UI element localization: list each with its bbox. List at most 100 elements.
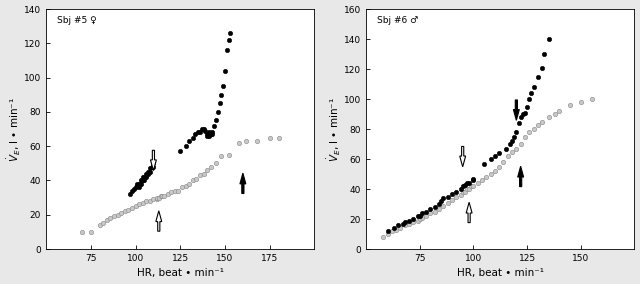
Point [129,187,139,191]
Point [205,164,216,169]
Point [124,207,134,212]
Point [216,154,227,159]
Point [447,191,457,196]
Point [132,182,143,186]
Point [180,183,191,188]
Point [148,161,159,166]
Point [486,157,496,161]
Point [145,199,155,203]
Point [389,226,399,230]
Point [134,182,144,186]
Point [426,206,436,211]
Point [134,185,144,190]
Point [131,204,141,208]
Point [145,166,155,171]
Point [518,112,528,116]
Point [116,211,126,215]
Point [509,134,519,139]
Point [486,172,496,176]
Point [494,164,504,169]
Point [202,168,212,172]
Point [113,212,123,217]
Text: Sbj #6 ♂: Sbj #6 ♂ [377,16,418,25]
Point [145,170,155,174]
Point [131,185,141,190]
Point [184,182,195,186]
Point [565,103,575,107]
Point [387,229,397,233]
Point [175,149,186,154]
Point [188,178,198,183]
Point [464,181,474,185]
Point [529,85,539,89]
Point [132,183,143,188]
Point [438,203,449,208]
X-axis label: HR, beat • min⁻¹: HR, beat • min⁻¹ [137,268,224,278]
Point [198,127,209,131]
Point [550,112,560,116]
Point [173,189,184,193]
Point [143,170,153,174]
Point [554,109,564,113]
Point [442,194,452,199]
Point [221,48,232,53]
Point [520,134,530,139]
Point [513,121,524,125]
Point [189,132,200,136]
FancyArrow shape [460,147,466,167]
Point [378,235,388,239]
Point [95,223,105,227]
Point [468,178,479,182]
Point [148,197,159,202]
Point [462,181,472,185]
Point [481,175,492,179]
Text: Sbj #5 ♀: Sbj #5 ♀ [57,16,97,25]
Point [397,221,408,226]
Point [479,161,489,166]
Point [524,97,534,101]
Point [464,187,474,191]
Point [586,97,596,101]
Point [223,153,234,157]
Point [202,134,212,138]
Point [106,216,116,220]
FancyArrow shape [518,166,524,187]
Point [494,151,504,155]
Y-axis label: $\dot{V}_{E}$, l • min⁻¹: $\dot{V}_{E}$, l • min⁻¹ [6,97,22,162]
Point [211,161,221,166]
Y-axis label: $\dot{V}_{E}$, l • min⁻¹: $\dot{V}_{E}$, l • min⁻¹ [326,97,342,162]
Point [442,200,452,205]
Point [191,176,202,181]
Point [184,139,195,143]
Point [412,218,422,223]
FancyArrow shape [150,150,156,171]
Point [468,184,479,188]
Point [472,181,483,185]
Point [391,227,401,232]
FancyArrow shape [240,173,246,193]
Point [156,194,166,198]
Point [163,192,173,197]
Point [136,182,146,186]
Point [152,197,162,202]
Point [157,194,168,198]
Point [195,130,205,135]
Point [522,104,532,109]
Point [86,230,96,234]
Point [511,130,522,134]
Point [543,115,554,119]
Point [460,190,470,194]
Point [241,139,252,143]
Point [77,230,87,234]
Point [159,194,169,198]
Point [127,206,137,210]
Point [434,202,444,206]
FancyArrow shape [156,211,162,231]
Point [140,175,150,179]
Point [195,173,205,178]
Point [466,184,476,188]
Point [543,37,554,41]
Point [264,135,275,140]
Point [520,110,530,115]
X-axis label: HR, beat • min⁻¹: HR, beat • min⁻¹ [457,268,544,278]
